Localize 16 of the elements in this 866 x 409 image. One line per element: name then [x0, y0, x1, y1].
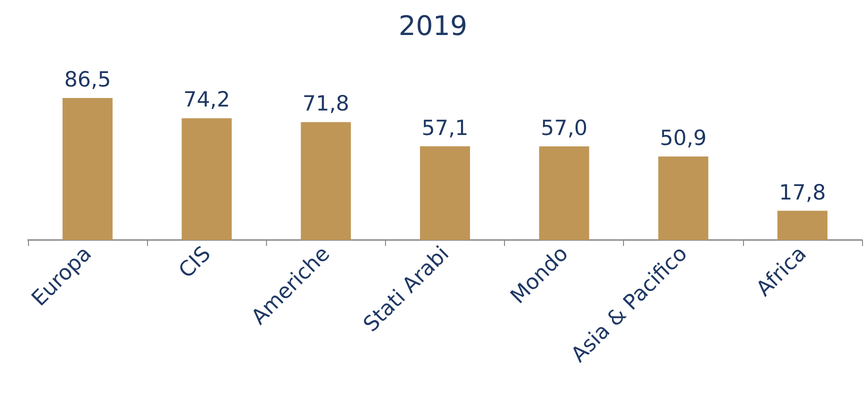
data-label: 57,0 [540, 116, 588, 140]
data-label: 74,2 [183, 88, 230, 112]
chart-title: 2019 [398, 11, 468, 42]
bar [539, 146, 590, 240]
bar [658, 156, 708, 240]
bar [182, 118, 232, 240]
bar [300, 122, 351, 240]
data-label: 57,1 [422, 116, 468, 140]
data-label: 71,8 [302, 92, 350, 116]
data-label: 17,8 [779, 180, 826, 204]
x-tick-label: CIS [174, 242, 216, 283]
bar [62, 98, 113, 240]
data-label: 86,5 [64, 68, 111, 92]
bar [420, 146, 470, 240]
bar [777, 210, 828, 240]
data-label: 50,9 [660, 126, 707, 150]
